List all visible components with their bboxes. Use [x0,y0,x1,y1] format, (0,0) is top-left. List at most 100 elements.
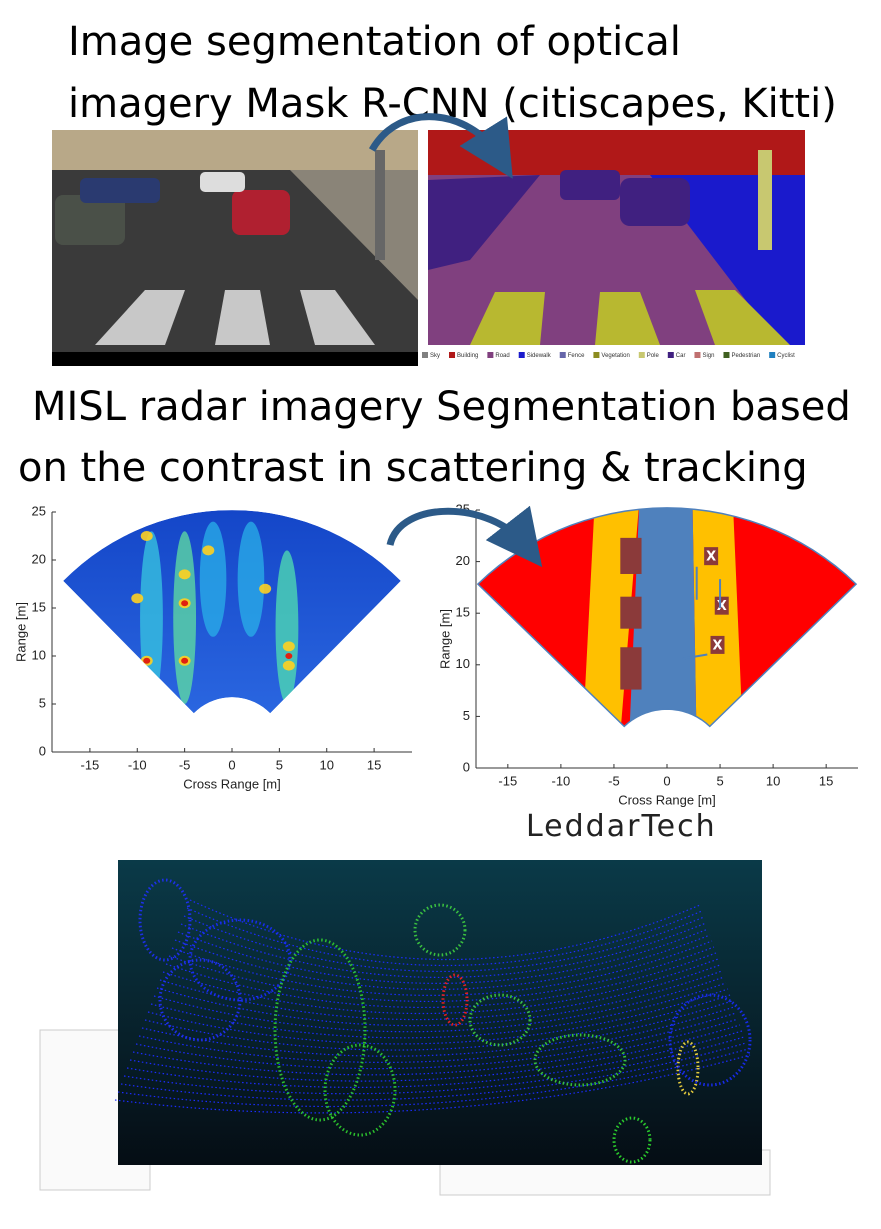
y-tick-label: 5 [39,695,46,710]
fan-outline [476,507,858,728]
lidar-point-cloud [39,860,771,1196]
scan-ring [147,988,729,1045]
scan-ring [171,940,713,996]
tracked-object [714,596,729,615]
point-cluster [138,878,192,962]
legend-label: Road [495,353,509,359]
x-tick-label: -10 [128,757,147,772]
point-cluster [273,938,367,1122]
point-cluster [158,958,242,1042]
radar-peak [181,600,189,607]
scan-ring [144,994,731,1051]
radar-streak [173,531,197,704]
title-line: Image segmentation of optical [68,19,681,65]
legend-label: Cyclist [777,353,795,359]
radar-peak [181,657,189,664]
legend-swatch [694,352,701,358]
point-cluster [668,993,752,1087]
radar-hotspot [259,583,272,594]
legend-label: Sign [702,353,714,359]
scan-ring [150,982,727,1039]
x-tick-label: 10 [766,773,780,788]
x-tick-label: 10 [320,757,334,772]
arrow [386,505,543,568]
x-tick-label: 0 [663,773,670,788]
logo: LeddarTech [526,809,717,844]
scan-ring [180,922,707,979]
y-tick-label: 25 [32,503,46,518]
radar-background [63,510,401,714]
x-tick-label: -10 [551,773,570,788]
scan-ring [168,946,715,1002]
title-line: MISL radar imagery Segmentation based [32,384,851,430]
x-tick-label: 5 [716,773,723,788]
legend-swatch [638,352,645,358]
track-arrow [682,653,708,660]
x-tick-label: 15 [819,773,833,788]
scan-ring [156,970,723,1027]
scan-ring [189,899,701,961]
scan-ring [153,976,725,1033]
scan-ring [129,1024,741,1082]
tracked-object [704,547,719,566]
legend-swatch [487,352,494,358]
radar-hotspot [178,569,191,580]
track-marker: X [717,599,727,614]
y-axis-label: Range [m] [437,609,452,669]
x-tick-label: -15 [80,757,99,772]
legend-swatch [769,352,776,358]
x-axis-label: Cross Range [m] [183,776,281,791]
point-cluster [676,1040,700,1096]
x-axis-label: Cross Range [m] [618,792,716,807]
legend-label: Sidewalk [527,353,552,359]
legend-swatch [559,352,566,358]
radar-hotspot [282,641,295,652]
scan-ring [177,928,709,984]
radar-streak [275,550,299,704]
point-cluster [612,1116,652,1164]
legend-swatch [518,352,525,358]
x-tick-label: 0 [228,757,235,772]
scan-ring [120,1042,747,1101]
radar-streak [140,531,163,704]
y-tick-label: 10 [32,647,46,662]
legend-swatch [667,352,674,358]
legend-label: Fence [568,353,585,359]
radar-plot: -15 -10 -5 0 5 10 15 0 5 10 15 20 25 Cross Range [m] R… [13,503,412,791]
legend-label: Building [457,353,478,359]
legend-swatch [422,352,428,358]
title-line: on the contrast in scattering & tracking [18,445,808,491]
fan [63,510,401,714]
y-tick-label: 20 [456,553,470,568]
y-tick-label: 15 [32,599,46,614]
scan-ring [174,934,711,990]
track-marker: X [706,550,716,565]
y-axis-label: Range [m] [13,602,28,662]
legend-label: Sky [430,353,440,359]
fan [477,507,857,727]
radar-peak [285,653,293,659]
y-tick-label: 15 [456,605,470,620]
x-tick-label: -5 [608,773,620,788]
y-tick-label: 10 [456,656,470,671]
x-tick-label: -15 [498,773,517,788]
legend-swatch [449,352,456,358]
y-tick-label: 0 [39,743,46,758]
scan-ring [183,915,705,973]
y-tick-label: 0 [463,759,470,774]
parked-object [620,596,642,629]
scan-ring [141,1000,733,1057]
track-marker: X [712,638,722,653]
point-cluster [441,973,469,1027]
scan-ring [138,1006,735,1063]
point-cluster [323,1043,397,1137]
scan-ring [126,1030,743,1088]
legend-label: Car [676,353,686,359]
parked-object [620,647,642,690]
x-tick-label: 5 [276,757,283,772]
radar-hotspot [282,660,295,671]
radar-hotspot [202,545,215,556]
x-tick-label: -5 [179,757,191,772]
